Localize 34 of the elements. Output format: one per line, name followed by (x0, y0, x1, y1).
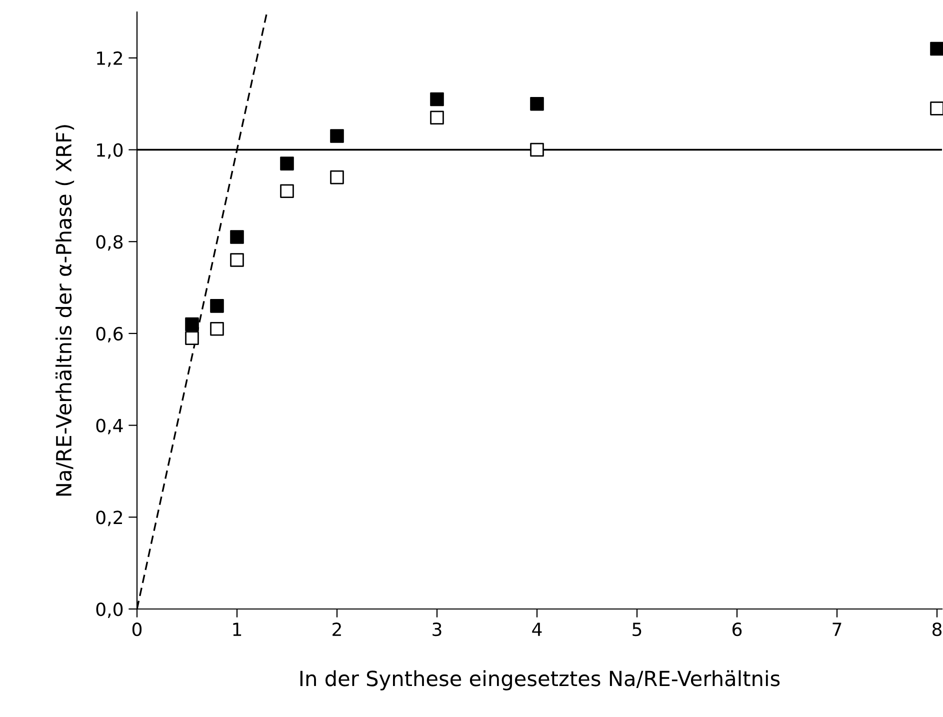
y-tick-label: 0,6 (96, 326, 123, 342)
y-tick-label: 0,4 (96, 418, 123, 434)
y-tick-label: 0,0 (96, 602, 123, 618)
y-tick-label: 0,2 (96, 510, 122, 526)
point (430, 92, 444, 106)
y-tick-label: 1,0 (97, 143, 123, 159)
x-tick-label: 3 (432, 622, 442, 636)
x-tick-label: 2 (332, 622, 341, 636)
x-axis-title: In der Synthese eingesetztes Na/RE-Verhältnis (300, 670, 780, 690)
x-tick-label: 1 (233, 622, 242, 636)
point (930, 42, 943, 56)
point (210, 299, 224, 313)
point (280, 156, 294, 170)
point (280, 184, 294, 198)
x-tick-label: 6 (732, 622, 742, 636)
y-tick-label: 1,2 (97, 51, 122, 67)
point (430, 110, 444, 125)
point (210, 322, 224, 336)
point (930, 102, 943, 116)
point (185, 317, 199, 332)
point (530, 96, 544, 111)
x-tick-label: 0 (132, 622, 142, 636)
x-tick-label: 7 (832, 622, 842, 636)
point (530, 142, 544, 157)
y-tick-label: 0,8 (96, 235, 123, 251)
point (185, 331, 199, 345)
point (230, 230, 244, 244)
x-tick-label: 4 (532, 622, 542, 636)
x-tick-label: 5 (632, 622, 642, 636)
point (330, 129, 344, 143)
point (330, 170, 344, 184)
point (230, 253, 244, 267)
y-axis-title: Na/RE-Verhältnis der α-Phase ( XRF) (55, 125, 74, 496)
x-tick-label: 8 (932, 622, 942, 636)
